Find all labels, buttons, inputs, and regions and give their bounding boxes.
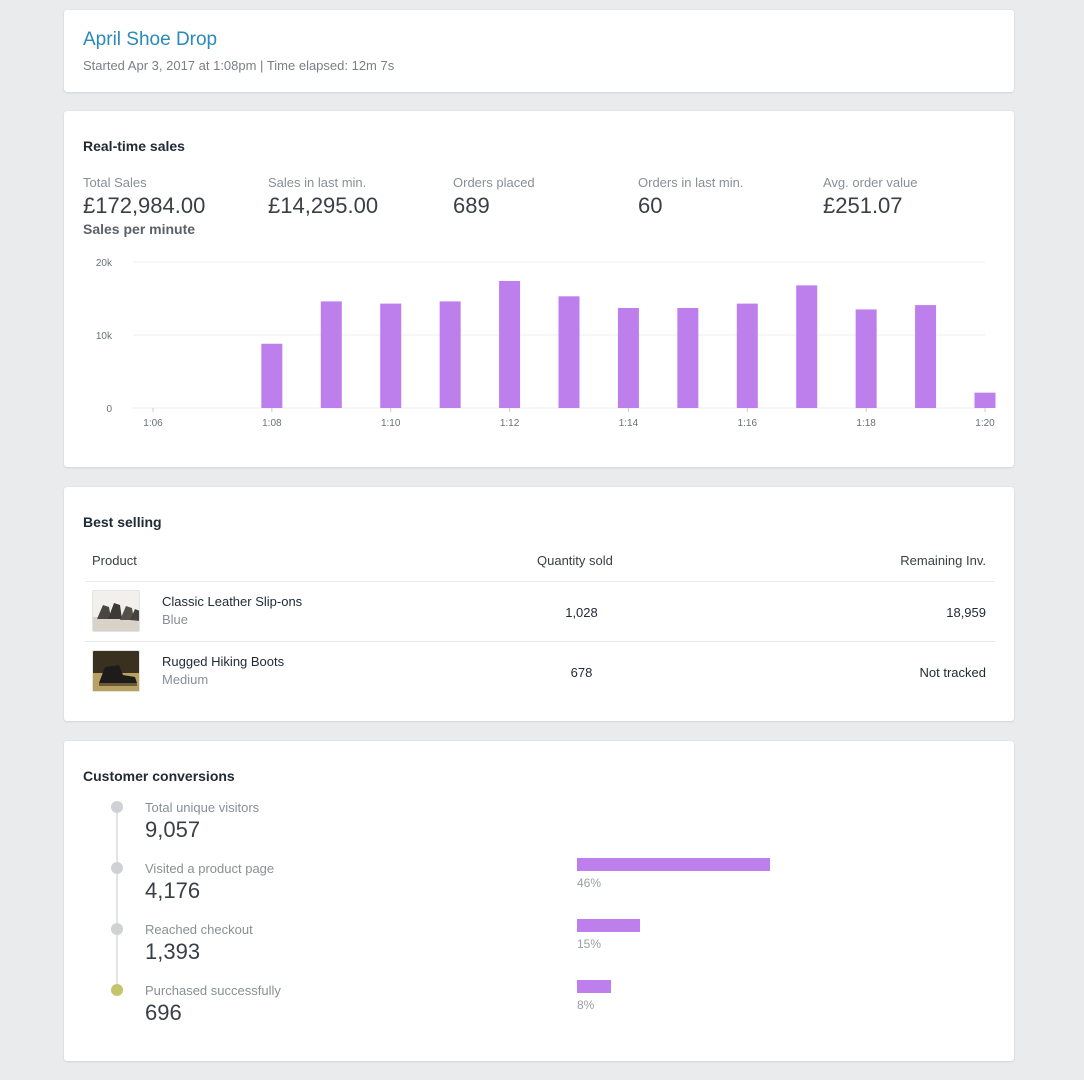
column-header-quantity[interactable]: Quantity sold <box>537 553 613 568</box>
realtime-sales-card: Real-time sales Total Sales £172,984.00 … <box>64 111 1014 467</box>
customer-conversions-card: Customer conversions Total unique visito… <box>64 741 1014 1061</box>
quantity-sold: 678 <box>570 665 593 680</box>
slip-on-shoes-photo-icon <box>92 590 140 632</box>
metric-value: 689 <box>453 193 490 218</box>
funnel-bar <box>577 858 771 871</box>
bar <box>558 296 580 408</box>
bar <box>855 309 877 408</box>
sales-per-minute-chart: 0 10k 20k 1:06 1:08 1:10 1:12 1:14 1:16 1:18 1:20 <box>96 258 996 429</box>
bar <box>796 285 818 408</box>
metric-orders-last-min: Orders in last min. 60 <box>638 175 818 219</box>
sales-per-minute-title: Sales per minute <box>83 221 196 237</box>
metric-value: £251.07 <box>823 193 903 218</box>
metrics-row: Total Sales £172,984.00 Sales in last mi… <box>83 175 1008 225</box>
x-tick-label: 1:06 <box>143 418 163 429</box>
bar <box>499 280 521 408</box>
metric-value: £14,295.00 <box>268 193 379 218</box>
funnel-percent: 8% <box>577 998 595 1012</box>
x-tick-label: 1:14 <box>619 418 639 429</box>
column-header-remaining[interactable]: Remaining Inv. <box>900 553 986 568</box>
remaining-inventory: 18,959 <box>946 605 986 620</box>
remaining-inventory: Not tracked <box>919 665 986 680</box>
bar <box>320 301 342 408</box>
best-selling-title: Best selling <box>83 514 162 530</box>
bar <box>915 305 937 408</box>
metric-value: £172,984.00 <box>83 193 206 218</box>
bar <box>617 307 639 408</box>
realtime-sales-title: Real-time sales <box>83 138 185 154</box>
product-variant: Medium <box>162 672 209 687</box>
step-value: 4,176 <box>145 878 201 903</box>
y-tick-label: 0 <box>106 404 112 415</box>
step-label: Reached checkout <box>145 922 253 937</box>
x-tick-label: 1:10 <box>381 418 401 429</box>
metric-value: 60 <box>638 193 663 218</box>
funnel-percent: 15% <box>577 937 602 951</box>
x-tick-label: 1:20 <box>975 418 995 429</box>
metric-avg-order-value: Avg. order value £251.07 <box>823 175 1003 219</box>
column-header-product[interactable]: Product <box>92 553 137 568</box>
funnel-timeline <box>116 807 118 991</box>
x-tick-label: 1:18 <box>856 418 876 429</box>
step-dot-icon <box>111 923 123 935</box>
step-label: Visited a product page <box>145 861 275 876</box>
step-label: Purchased successfully <box>145 983 281 998</box>
metric-orders-placed: Orders placed 689 <box>453 175 633 219</box>
metric-sales-last-min: Sales in last min. £14,295.00 <box>268 175 448 219</box>
table-divider <box>85 641 995 642</box>
step-dot-icon <box>111 984 123 996</box>
bar <box>439 301 461 408</box>
bar <box>736 303 758 408</box>
page-title[interactable]: April Shoe Drop <box>83 29 218 50</box>
metric-total-sales: Total Sales £172,984.00 <box>83 175 263 219</box>
step-dot-icon <box>111 801 123 813</box>
bar <box>974 392 996 408</box>
metric-label: Avg. order value <box>823 175 918 190</box>
bar <box>261 343 283 408</box>
best-selling-card: Best selling Product Quantity sold Remai… <box>64 487 1014 721</box>
step-value: 1,393 <box>145 939 201 964</box>
funnel-bar <box>577 980 611 993</box>
metric-label: Sales in last min. <box>268 175 367 190</box>
x-tick-label: 1:08 <box>262 418 282 429</box>
funnel-bar <box>577 919 640 932</box>
metric-label: Orders in last min. <box>638 175 744 190</box>
product-variant: Blue <box>162 612 189 627</box>
campaign-subtitle: Started Apr 3, 2017 at 1:08pm | Time ela… <box>83 58 395 73</box>
customer-conversions-title: Customer conversions <box>83 768 235 784</box>
step-value: 696 <box>145 1000 182 1025</box>
bar <box>380 303 402 408</box>
metric-label: Total Sales <box>83 175 147 190</box>
quantity-sold: 1,028 <box>565 605 598 620</box>
y-tick-label: 10k <box>96 331 113 342</box>
step-label: Total unique visitors <box>145 800 260 815</box>
table-divider <box>85 581 995 582</box>
step-dot-icon <box>111 862 123 874</box>
funnel-percent: 46% <box>577 876 602 890</box>
hiking-boot-photo-icon <box>92 650 140 692</box>
product-name[interactable]: Classic Leather Slip-ons <box>162 594 303 609</box>
bar <box>677 307 699 408</box>
metric-label: Orders placed <box>453 175 535 190</box>
step-value: 9,057 <box>145 817 201 842</box>
x-tick-label: 1:16 <box>738 418 758 429</box>
product-name[interactable]: Rugged Hiking Boots <box>162 654 285 669</box>
campaign-header-card: April Shoe Drop Started Apr 3, 2017 at 1… <box>64 10 1014 92</box>
x-tick-label: 1:12 <box>500 418 520 429</box>
y-tick-label: 20k <box>96 258 113 269</box>
